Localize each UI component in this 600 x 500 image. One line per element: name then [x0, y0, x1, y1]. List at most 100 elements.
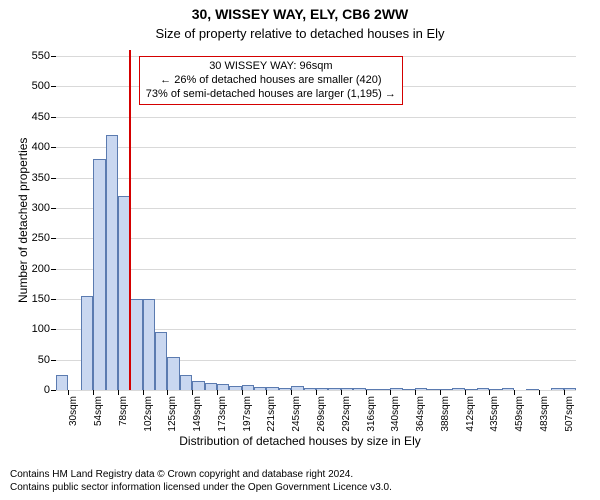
histogram-bar — [242, 385, 254, 390]
y-tick-mark — [51, 178, 56, 179]
histogram-bar — [564, 388, 576, 390]
histogram-bar — [440, 389, 452, 390]
histogram-bar — [304, 388, 316, 390]
histogram-bar — [378, 389, 390, 390]
histogram-bar — [526, 389, 538, 390]
page-subtitle: Size of property relative to detached ho… — [0, 26, 600, 41]
x-tick-mark — [514, 390, 515, 395]
x-tick-mark — [440, 390, 441, 395]
histogram-bar — [266, 387, 278, 390]
x-tick-mark — [68, 390, 69, 395]
histogram-bar — [328, 388, 340, 390]
x-tick-mark — [341, 390, 342, 395]
histogram-bar — [155, 332, 167, 390]
y-tick-mark — [51, 238, 56, 239]
y-tick-mark — [51, 208, 56, 209]
histogram-bar — [279, 388, 291, 390]
x-tick-mark — [118, 390, 119, 395]
histogram-bar — [229, 386, 241, 390]
histogram-bar — [477, 388, 489, 390]
histogram-bar — [56, 375, 68, 390]
histogram-bar — [143, 299, 155, 390]
gridline — [56, 117, 576, 118]
histogram-bar — [415, 388, 427, 390]
histogram-bar — [192, 381, 204, 390]
y-tick-label: 0 — [10, 384, 50, 396]
y-tick-mark — [51, 329, 56, 330]
annotation-box: 30 WISSEY WAY: 96sqm ← 26% of detached h… — [139, 56, 403, 105]
y-tick-label: 50 — [10, 354, 50, 366]
y-tick-label: 150 — [10, 293, 50, 305]
histogram-bar — [130, 299, 142, 390]
x-tick-mark — [192, 390, 193, 395]
footer-line-2: Contains public sector information licen… — [10, 481, 392, 494]
x-tick-mark — [316, 390, 317, 395]
y-tick-label: 200 — [10, 263, 50, 275]
chart-plot-area: 05010015020025030035040045050055030sqm54… — [56, 50, 576, 391]
y-tick-label: 300 — [10, 202, 50, 214]
x-tick-mark — [539, 390, 540, 395]
y-tick-mark — [51, 86, 56, 87]
gridline — [56, 178, 576, 179]
gridline — [56, 147, 576, 148]
x-tick-mark — [167, 390, 168, 395]
x-tick-mark — [217, 390, 218, 395]
y-tick-mark — [51, 56, 56, 57]
histogram-bar — [291, 386, 303, 390]
histogram-bar — [502, 388, 514, 390]
x-tick-mark — [564, 390, 565, 395]
y-axis-label: Number of detached properties — [16, 137, 30, 302]
histogram-bar — [390, 388, 402, 390]
x-tick-mark — [242, 390, 243, 395]
footer-attribution: Contains HM Land Registry data © Crown c… — [10, 468, 392, 494]
y-tick-mark — [51, 299, 56, 300]
histogram-bar — [551, 388, 563, 390]
y-tick-label: 100 — [10, 323, 50, 335]
y-tick-mark — [51, 147, 56, 148]
histogram-bar — [254, 387, 266, 390]
x-tick-mark — [366, 390, 367, 395]
gridline — [56, 208, 576, 209]
x-tick-mark — [291, 390, 292, 395]
histogram-bar — [366, 389, 378, 390]
histogram-bar — [93, 159, 105, 390]
property-marker-line — [129, 50, 131, 390]
histogram-bar — [316, 388, 328, 390]
y-tick-mark — [51, 269, 56, 270]
annotation-line-1: 30 WISSEY WAY: 96sqm — [146, 60, 396, 74]
histogram-bar — [180, 375, 192, 390]
histogram-bar — [217, 384, 229, 390]
x-tick-mark — [465, 390, 466, 395]
x-tick-mark — [143, 390, 144, 395]
histogram-bar — [106, 135, 118, 390]
histogram-bar — [341, 388, 353, 390]
annotation-line-3: 73% of semi-detached houses are larger (… — [146, 88, 396, 102]
y-tick-label: 500 — [10, 80, 50, 92]
y-tick-label: 400 — [10, 141, 50, 153]
x-tick-mark — [390, 390, 391, 395]
histogram-bar — [353, 388, 365, 390]
y-tick-label: 550 — [10, 50, 50, 62]
histogram-bar — [205, 383, 217, 390]
x-tick-mark — [93, 390, 94, 395]
histogram-bar — [465, 389, 477, 390]
histogram-bar — [167, 357, 179, 390]
histogram-bar — [489, 389, 501, 390]
x-tick-mark — [266, 390, 267, 395]
histogram-bar — [452, 388, 464, 390]
x-tick-mark — [489, 390, 490, 395]
histogram-bar — [427, 389, 439, 390]
histogram-bar — [81, 296, 93, 390]
x-tick-mark — [415, 390, 416, 395]
gridline — [56, 238, 576, 239]
y-tick-label: 450 — [10, 111, 50, 123]
annotation-line-2: ← 26% of detached houses are smaller (42… — [146, 74, 396, 88]
x-axis-label: Distribution of detached houses by size … — [0, 434, 600, 448]
y-tick-label: 350 — [10, 172, 50, 184]
y-tick-mark — [51, 360, 56, 361]
page-title: 30, WISSEY WAY, ELY, CB6 2WW — [0, 6, 600, 22]
y-tick-mark — [51, 390, 56, 391]
footer-line-1: Contains HM Land Registry data © Crown c… — [10, 468, 392, 481]
gridline — [56, 269, 576, 270]
y-tick-label: 250 — [10, 232, 50, 244]
